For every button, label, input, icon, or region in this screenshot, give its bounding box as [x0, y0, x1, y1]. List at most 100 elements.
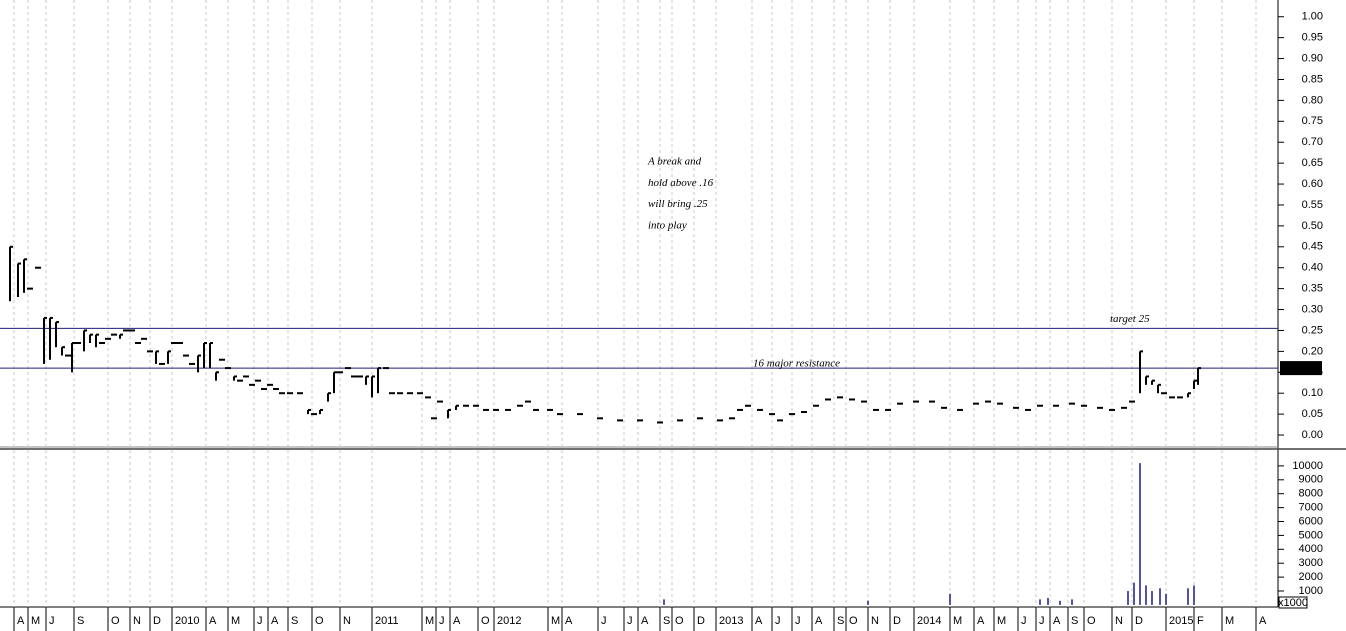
x-tick-label: N [871, 615, 879, 627]
x-tick-label: A [453, 615, 461, 627]
price-bar [365, 375, 369, 385]
price-bar [377, 367, 381, 394]
volume-bar [1151, 591, 1153, 605]
y-tick-label: 4000 [1299, 543, 1323, 555]
last-price-label: 0.16000 [1281, 362, 1321, 374]
price-bar [233, 375, 237, 381]
x-tick-label: O [481, 615, 490, 627]
x-tick-label: A [271, 615, 279, 627]
price-bar [89, 333, 93, 344]
price-bar [1193, 379, 1197, 390]
price-bar [43, 316, 47, 364]
x-tick-label: O [849, 615, 858, 627]
y-tick-label: 8000 [1299, 488, 1323, 500]
x-tick-label: D [153, 615, 161, 627]
x-tick-label: J [1039, 615, 1045, 627]
x-tick-label: J [49, 615, 55, 627]
x-tick-label: S [77, 615, 84, 627]
y-tick-label: 0.35 [1302, 283, 1323, 295]
y-tick-label: 7000 [1299, 502, 1323, 514]
x-tick-label: O [1087, 615, 1096, 627]
x-tick-label: A [1259, 615, 1267, 627]
x-tick-label: 2013 [719, 615, 743, 627]
x-tick-label: 2014 [917, 615, 941, 627]
price-bar [1157, 383, 1161, 394]
volume-bar [1139, 463, 1141, 605]
target-label: target 25 [1110, 313, 1150, 325]
x-tick-label: J [439, 615, 445, 627]
y-tick-label: 1000 [1299, 585, 1323, 597]
volume-bar [949, 593, 951, 605]
y-tick-label: 0.30 [1302, 303, 1323, 315]
x-tick-label: D [1135, 615, 1143, 627]
price-bar [55, 321, 59, 348]
x-tick-label: A [755, 615, 763, 627]
y-tick-label: 0.85 [1302, 73, 1323, 85]
x-tick-label: A [815, 615, 823, 627]
y-tick-label: 0.90 [1302, 52, 1323, 64]
x-tick-label: F [1197, 615, 1204, 627]
resistance-label: 16 major resistance [753, 358, 840, 370]
y-tick-label: 1.00 [1302, 11, 1323, 23]
y-tick-label: 0.60 [1302, 178, 1323, 190]
x-tick-label: S [663, 615, 670, 627]
y-tick-label: 10000 [1292, 460, 1323, 472]
x-tick-label: A [641, 615, 649, 627]
x-tick-label: S [291, 615, 298, 627]
price-bar [23, 258, 27, 293]
y-tick-label: 9000 [1299, 474, 1323, 486]
volume-bar [867, 600, 869, 605]
x-tick-label: M [997, 615, 1006, 627]
x-tick-label: J [795, 615, 801, 627]
x-tick-label: O [315, 615, 324, 627]
x-tick-label: J [1021, 615, 1027, 627]
price-bar [209, 342, 213, 369]
x-tick-label: M [1225, 615, 1234, 627]
x-tick-label: O [111, 615, 120, 627]
y-tick-label: 0.50 [1302, 220, 1323, 232]
volume-bar [1047, 597, 1049, 605]
y-tick-label: 0.05 [1302, 408, 1323, 420]
price-bar [71, 342, 75, 373]
price-bar [1187, 392, 1191, 398]
volume-bar [1187, 588, 1189, 605]
x-tick-label: J [257, 615, 263, 627]
unit-label: x1000 [1278, 597, 1308, 609]
price-bar [155, 350, 159, 364]
price-bar [95, 333, 99, 348]
x-tick-label: M [231, 615, 240, 627]
x-tick-label: S [1071, 615, 1078, 627]
price-bar [49, 316, 53, 360]
price-bar [119, 333, 123, 339]
price-bar [1139, 350, 1143, 394]
price-bar [215, 371, 219, 381]
y-tick-label: 0.70 [1302, 136, 1323, 148]
annotation: into play [648, 219, 687, 231]
x-tick-label: M [31, 615, 40, 627]
volume-bar [1133, 582, 1135, 605]
price-bar [371, 375, 375, 398]
volume-bar [1159, 588, 1161, 605]
price-bar [455, 404, 459, 410]
annotation: A break and [647, 156, 702, 168]
x-tick-label: O [675, 615, 684, 627]
y-tick-label: 0.55 [1302, 199, 1323, 211]
volume-bar [1127, 591, 1129, 605]
last-price-box [1280, 361, 1322, 376]
price-bar [327, 392, 331, 402]
x-tick-label: A [1053, 615, 1061, 627]
price-bar [197, 354, 201, 373]
x-tick-label: N [343, 615, 351, 627]
y-tick-label: 0.40 [1302, 262, 1323, 274]
y-tick-label: 0.10 [1302, 387, 1323, 399]
annotation: hold above .16 [648, 177, 714, 189]
annotation: will bring .25 [648, 198, 708, 210]
price-bar [1151, 379, 1155, 385]
x-tick-label: J [601, 615, 607, 627]
x-tick-label: D [893, 615, 901, 627]
x-tick-label: N [1115, 615, 1123, 627]
x-tick-label: J [775, 615, 781, 627]
unit-box [1278, 596, 1308, 609]
price-bar [319, 408, 323, 415]
